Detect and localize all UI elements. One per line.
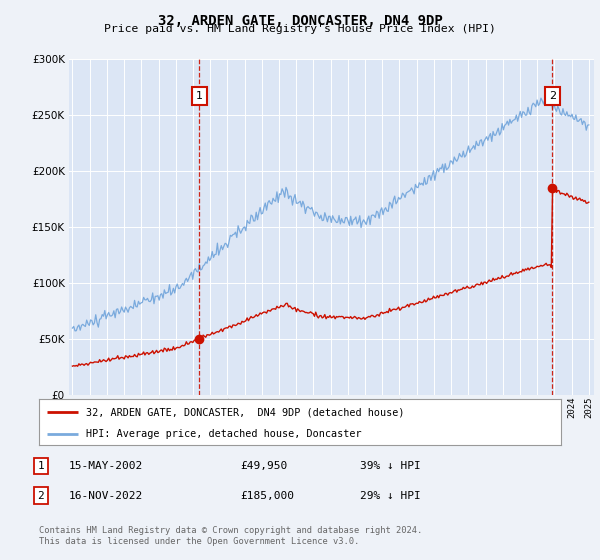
- Text: 32, ARDEN GATE, DONCASTER, DN4 9DP: 32, ARDEN GATE, DONCASTER, DN4 9DP: [158, 14, 442, 28]
- Text: £49,950: £49,950: [240, 461, 287, 471]
- Text: HPI: Average price, detached house, Doncaster: HPI: Average price, detached house, Donc…: [86, 429, 362, 438]
- Text: 1: 1: [37, 461, 44, 471]
- Text: 2: 2: [549, 91, 556, 101]
- Text: 1: 1: [196, 91, 203, 101]
- Text: 15-MAY-2002: 15-MAY-2002: [69, 461, 143, 471]
- Text: £185,000: £185,000: [240, 491, 294, 501]
- Text: Price paid vs. HM Land Registry's House Price Index (HPI): Price paid vs. HM Land Registry's House …: [104, 24, 496, 34]
- Text: 2: 2: [37, 491, 44, 501]
- Text: 16-NOV-2022: 16-NOV-2022: [69, 491, 143, 501]
- Text: 29% ↓ HPI: 29% ↓ HPI: [360, 491, 421, 501]
- Text: Contains HM Land Registry data © Crown copyright and database right 2024.
This d: Contains HM Land Registry data © Crown c…: [39, 526, 422, 546]
- Text: 39% ↓ HPI: 39% ↓ HPI: [360, 461, 421, 471]
- Text: 32, ARDEN GATE, DONCASTER,  DN4 9DP (detached house): 32, ARDEN GATE, DONCASTER, DN4 9DP (deta…: [86, 407, 404, 417]
